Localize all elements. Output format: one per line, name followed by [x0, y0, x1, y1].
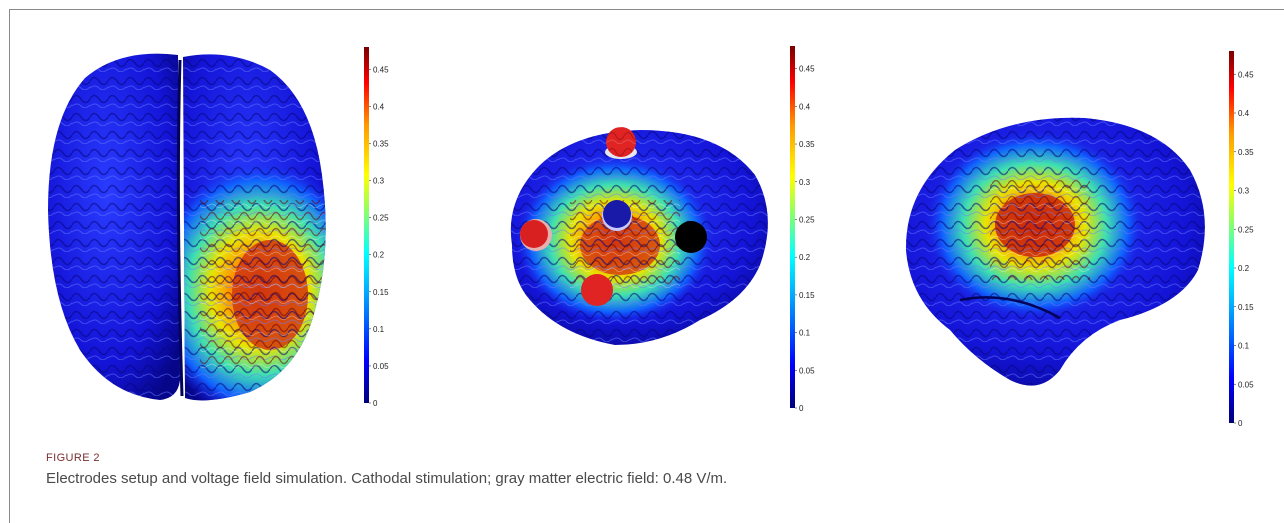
colorbar-tick-label: 0.1 [373, 325, 385, 334]
colorbar-tick-label: 0.05 [373, 362, 389, 371]
figure-label: FIGURE 2 [46, 452, 100, 464]
electrode-reference [675, 221, 707, 253]
brain-lateral-view [905, 117, 1205, 386]
colorbar-tick-label: 0.2 [799, 253, 811, 262]
colorbar-tick-label: 0.4 [373, 102, 385, 111]
colorbar-3-ticks: 0.45 0.4 0.35 0.3 0.25 0.2 0.15 0.1 0.05 0 [1234, 70, 1254, 428]
colorbar-tick-label: 0.4 [799, 102, 811, 111]
colorbar-2-ticks: 0.45 0.4 0.35 0.3 0.25 0.2 0.15 0.1 0.05 0 [795, 65, 815, 413]
colorbar-tick-label: 0 [799, 404, 804, 413]
colorbar-3: 0.45 0.4 0.35 0.3 0.25 0.2 0.15 0.1 0.05 0 [1229, 51, 1254, 428]
colorbar-tick-label: 0.15 [799, 291, 815, 300]
colorbar-tick-label: 0.35 [373, 139, 389, 148]
colorbar-tick-label: 0.45 [799, 65, 815, 74]
colorbar-tick-label: 0 [373, 399, 378, 408]
colorbar-tick-label: 0.1 [799, 329, 811, 338]
colorbar-tick-label: 0.05 [1238, 380, 1254, 389]
colorbar-tick-label: 0.45 [373, 65, 389, 74]
colorbar-tick-label: 0.2 [1238, 264, 1250, 273]
colorbar-1-ticks: 0.45 0.4 0.35 0.3 0.25 0.2 0.15 0.1 0.05 0 [369, 65, 389, 408]
colorbar-tick-label: 0.3 [373, 177, 385, 186]
electrode-bottom [581, 274, 613, 306]
colorbar-tick-label: 0.2 [373, 251, 385, 260]
colorbar-tick-label: 0.05 [799, 366, 815, 375]
colorbar-tick-label: 0.45 [1238, 70, 1254, 79]
colorbar-tick-label: 0 [1238, 419, 1243, 428]
colorbar-tick-label: 0.3 [799, 178, 811, 187]
colorbar-tick-label: 0.25 [799, 215, 815, 224]
colorbar-tick-label: 0.25 [1238, 225, 1254, 234]
electrode-top [605, 127, 637, 159]
colorbar-2: 0.45 0.4 0.35 0.3 0.25 0.2 0.15 0.1 0.05 0 [790, 46, 815, 413]
colorbar-tick-label: 0.35 [1238, 148, 1254, 157]
colorbar-tick-label: 0.15 [373, 288, 389, 297]
colorbar-tick-label: 0.15 [1238, 303, 1254, 312]
colorbar-tick-label: 0.35 [799, 140, 815, 149]
colorbar-tick-label: 0.4 [1238, 109, 1250, 118]
brain-top-view [48, 53, 326, 401]
brain-lateral-electrodes [510, 127, 768, 345]
electrode-left [520, 219, 552, 251]
colorbar-tick-label: 0.25 [373, 214, 389, 223]
colorbar-tick-label: 0.1 [1238, 342, 1250, 351]
colorbar-tick-label: 0.3 [1238, 187, 1250, 196]
colorbar-1: 0.45 0.4 0.35 0.3 0.25 0.2 0.15 0.1 0.05 0 [364, 47, 389, 408]
figure-caption: Electrodes setup and voltage field simul… [46, 470, 728, 487]
electrode-cathode [602, 200, 632, 231]
